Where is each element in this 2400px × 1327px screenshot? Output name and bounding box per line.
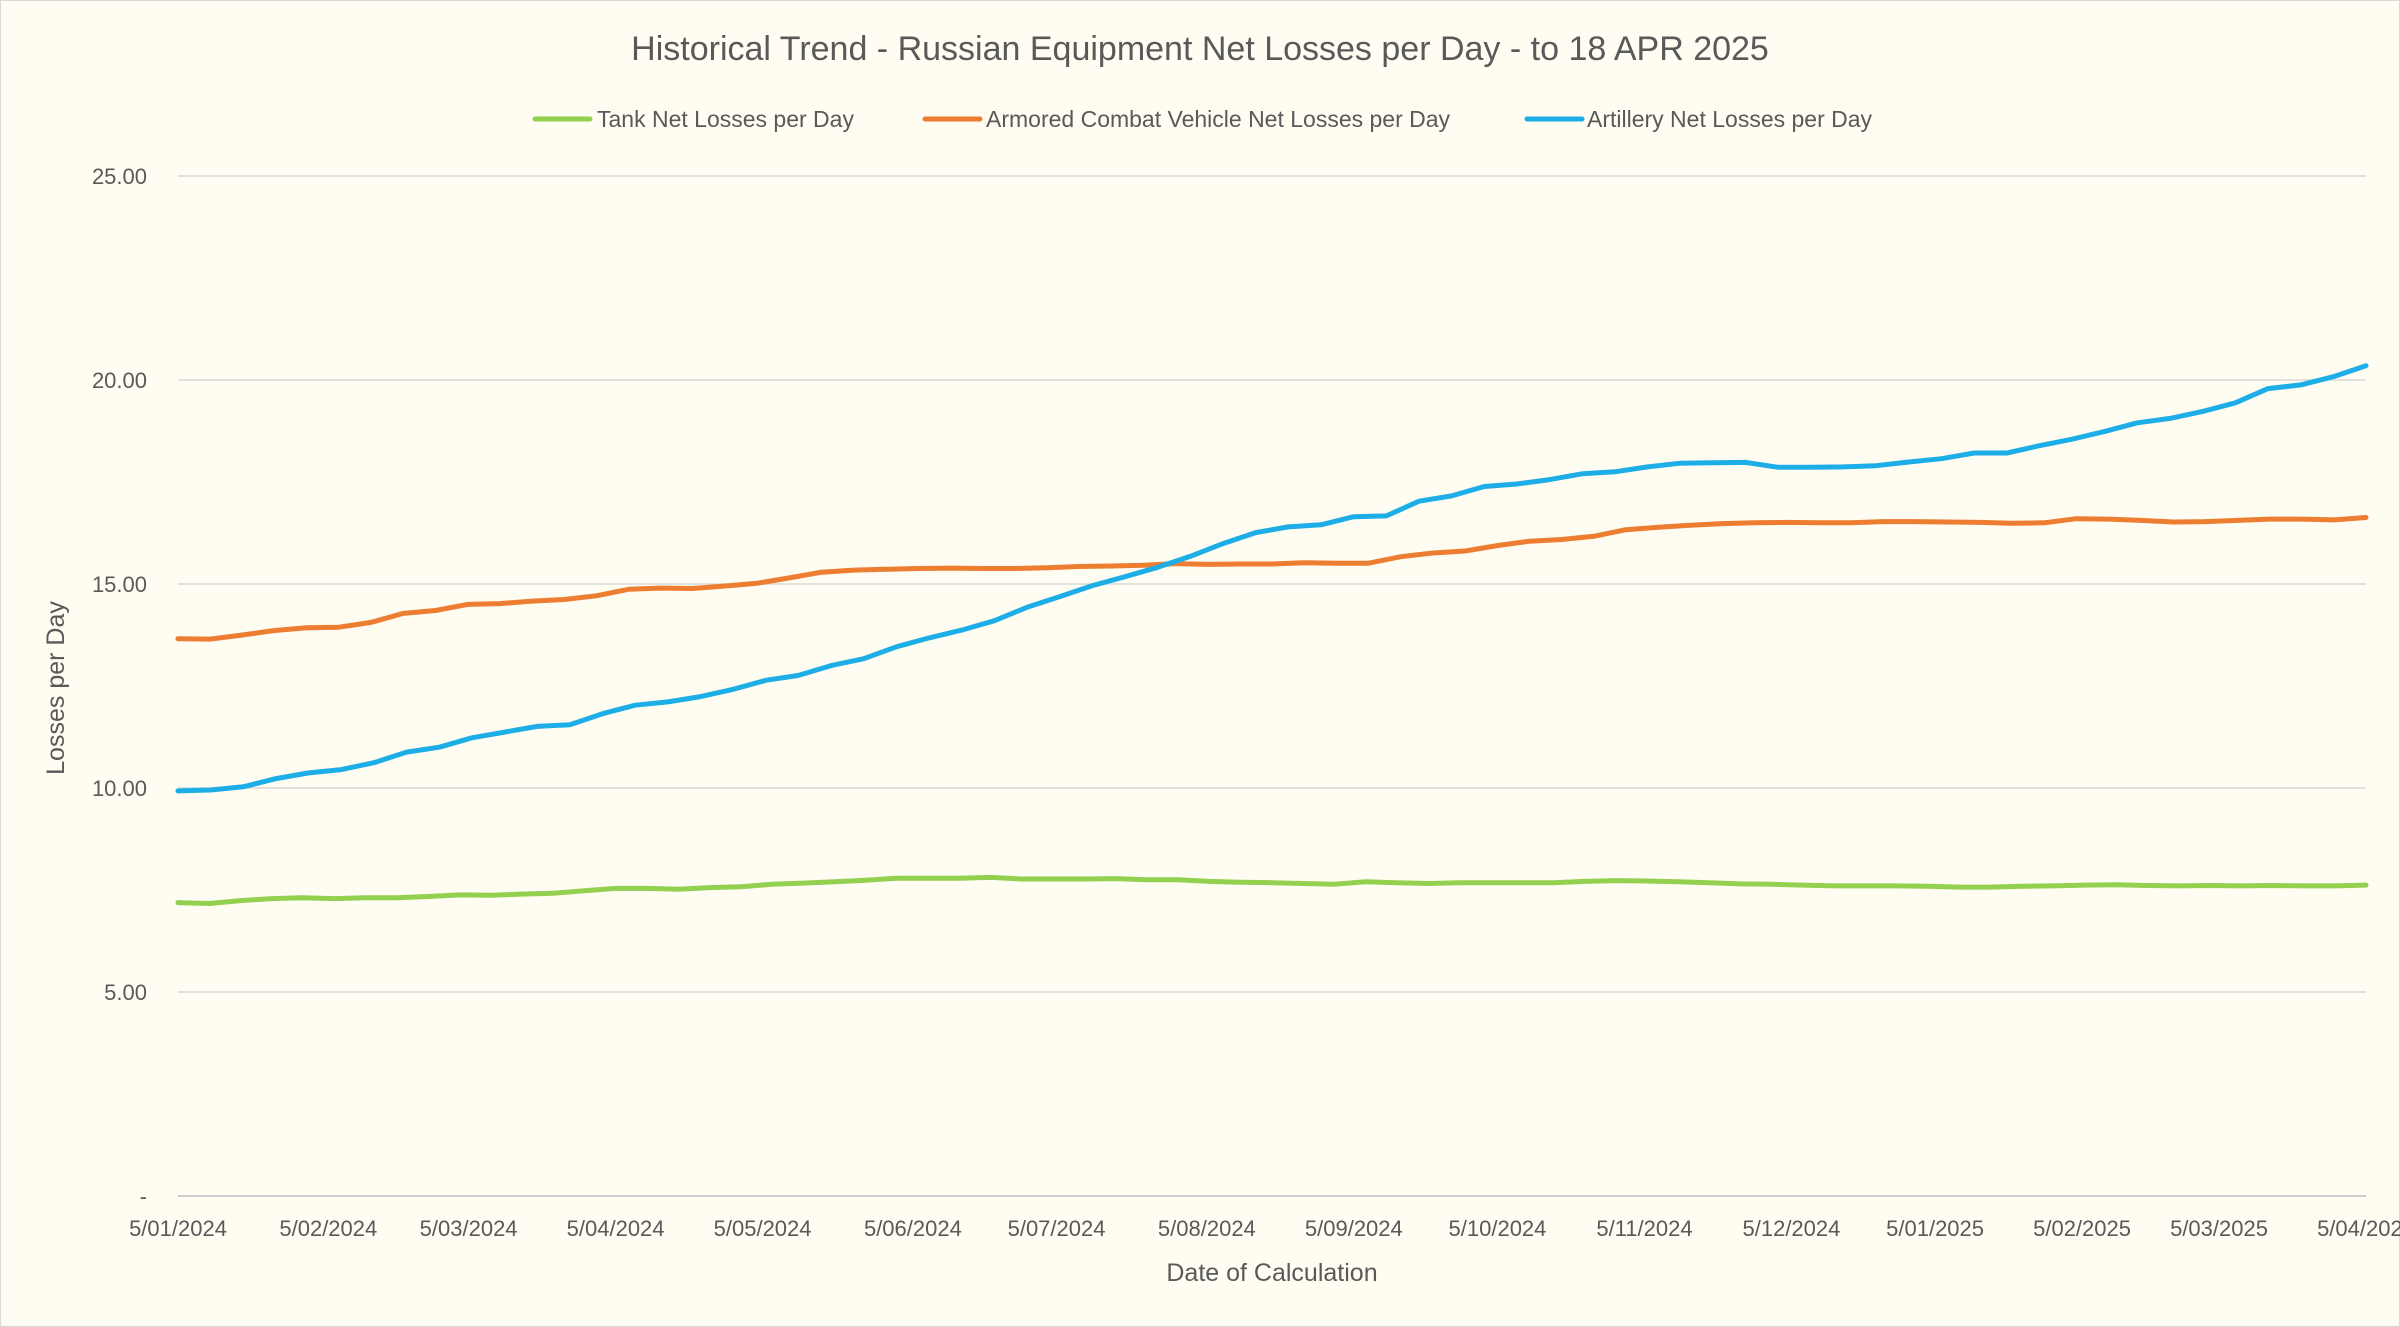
x-tick-label: 5/07/2024 — [1008, 1216, 1106, 1241]
y-axis-title: Losses per Day — [42, 601, 70, 775]
y-tick-label: 5.00 — [104, 980, 147, 1005]
x-tick-label: 5/03/2024 — [420, 1216, 518, 1241]
y-tick-label: 10.00 — [92, 776, 147, 801]
legend-label: Artillery Net Losses per Day — [1587, 106, 1873, 132]
y-tick-label: 25.00 — [92, 164, 147, 189]
legend: Tank Net Losses per Day Armored Combat Ve… — [532, 106, 1873, 132]
y-tick-label: - — [140, 1184, 147, 1209]
x-tick-label: 5/02/2025 — [2033, 1216, 2131, 1241]
x-tick-label: 5/12/2024 — [1743, 1216, 1841, 1241]
x-axis-ticks: 5/01/2024 5/02/2024 5/03/2024 5/04/2024 5/05… — [129, 1216, 2400, 1241]
legend-label: Tank Net Losses per Day — [597, 106, 854, 132]
x-tick-label: 5/02/2024 — [279, 1216, 377, 1241]
x-tick-label: 5/01/2024 — [129, 1216, 227, 1241]
chart-title: Historical Trend - Russian Equipment Net… — [631, 30, 1769, 68]
x-tick-label: 5/03/2025 — [2170, 1216, 2268, 1241]
gridlines — [178, 175, 2366, 1197]
series-line-2 — [175, 515, 2369, 642]
series-lines — [175, 363, 2369, 906]
series-line-3 — [175, 363, 2369, 794]
x-tick-label: 5/11/2024 — [1596, 1216, 1692, 1241]
x-tick-label: 5/04/2025 — [2317, 1216, 2400, 1241]
x-tick-label: 5/05/2024 — [714, 1216, 812, 1241]
y-tick-label: 15.00 — [92, 572, 147, 597]
x-tick-label: 5/08/2024 — [1158, 1216, 1256, 1241]
x-tick-label: 5/01/2025 — [1886, 1216, 1984, 1241]
x-tick-label: 5/04/2024 — [567, 1216, 665, 1241]
legend-label: Armored Combat Vehicle Net Losses per Da… — [986, 106, 1451, 132]
x-tick-label: 5/10/2024 — [1449, 1216, 1547, 1241]
series-line-1 — [175, 874, 2369, 906]
x-tick-label: 5/06/2024 — [864, 1216, 962, 1241]
y-axis-ticks: - 5.00 10.00 15.00 20.00 25.00 — [92, 164, 147, 1209]
x-tick-label: 5/09/2024 — [1305, 1216, 1403, 1241]
x-axis-title: Date of Calculation — [1166, 1259, 1377, 1287]
y-tick-label: 20.00 — [92, 368, 147, 393]
